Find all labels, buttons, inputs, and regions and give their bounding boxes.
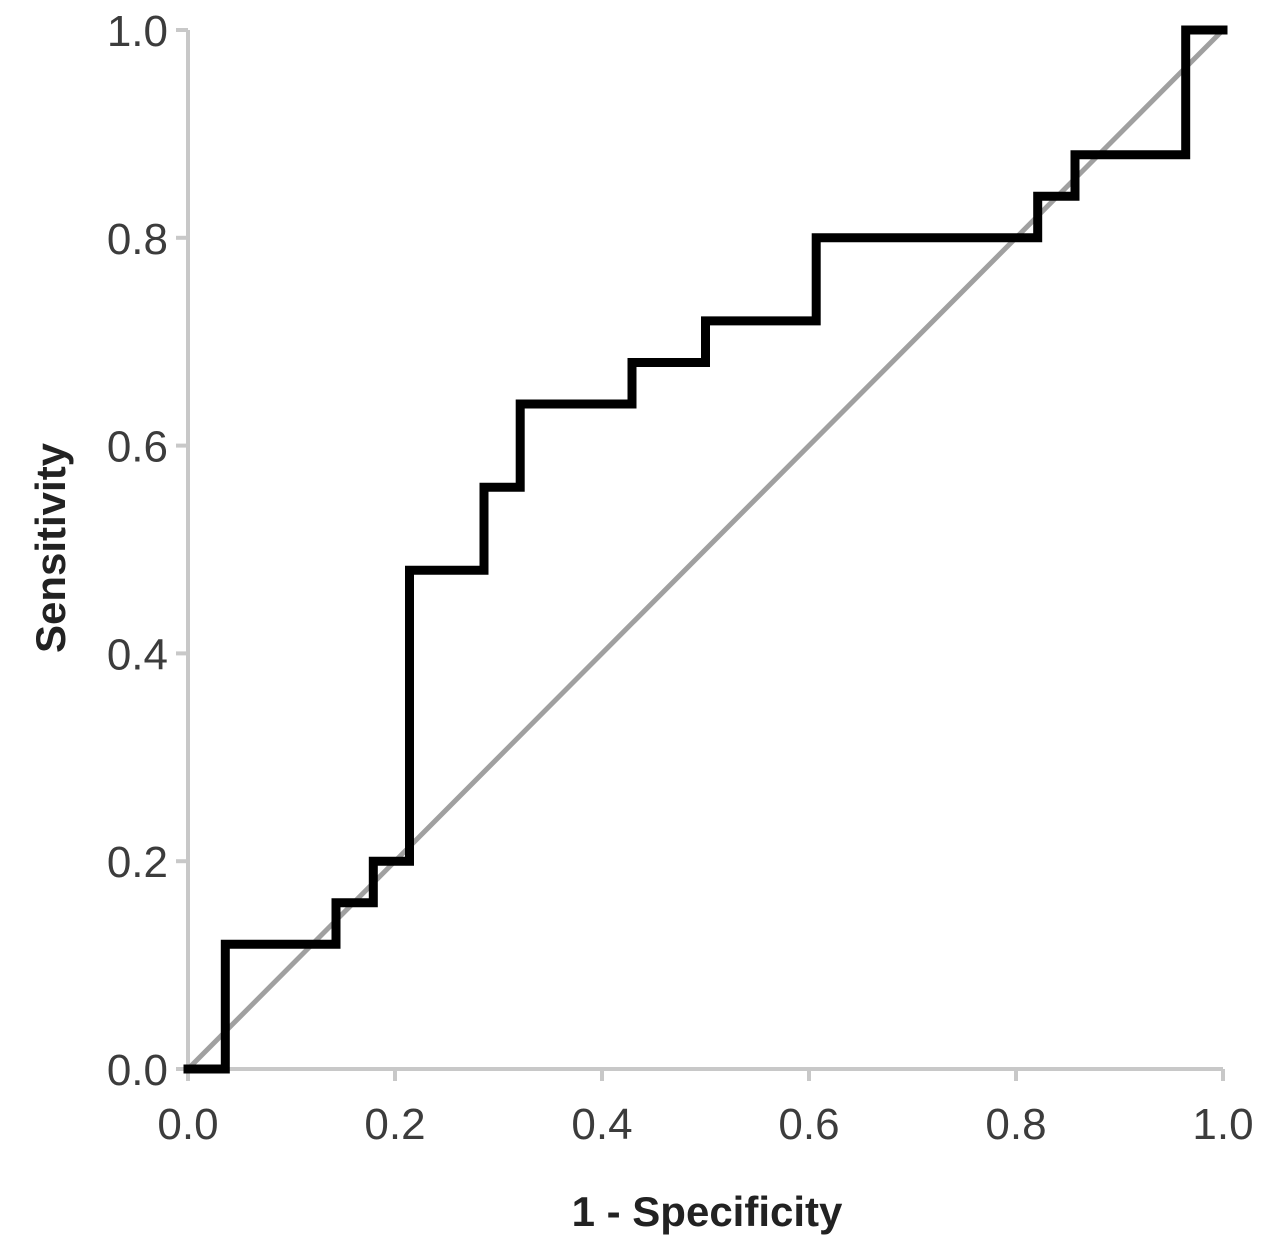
axes	[176, 28, 1225, 1081]
y-tick-label: 0.8	[107, 215, 168, 264]
x-tick-label: 0.8	[985, 1100, 1046, 1149]
x-tick-label: 1.0	[1192, 1100, 1253, 1149]
roc-curve-line	[183, 25, 1228, 1074]
y-axis-title: Sensitivity	[27, 442, 74, 653]
x-axis-title: 1 - Specificity	[572, 1188, 843, 1235]
y-tick-label: 1.0	[107, 7, 168, 56]
y-tick-label: 0.6	[107, 423, 168, 472]
x-tick-label: 0.2	[364, 1100, 425, 1149]
x-tick-label: 0.0	[157, 1100, 218, 1149]
series-layer	[183, 25, 1228, 1074]
reference-diagonal-line	[184, 26, 1227, 1073]
y-tick-label: 0.4	[107, 630, 168, 679]
x-tick-label: 0.4	[571, 1100, 632, 1149]
tick-labels: 0.0 0.2 0.4 0.6 0.8 1.0 0.0 0.2 0.4 0.6 0.8 1.0	[107, 7, 1254, 1149]
y-tick-label: 0.2	[107, 838, 168, 887]
x-tick-label: 0.6	[778, 1100, 839, 1149]
y-tick-label: 0.0	[107, 1046, 168, 1095]
